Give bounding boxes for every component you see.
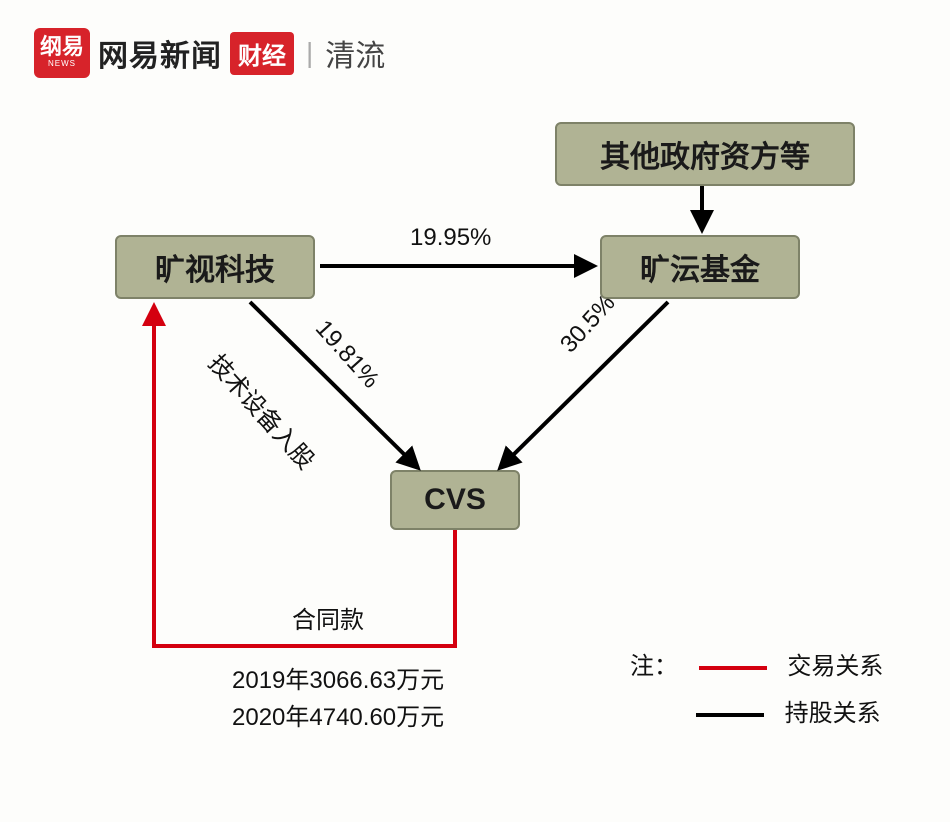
logo-badge-1-text: 纲易	[40, 34, 84, 59]
logo-column: 清流	[325, 31, 385, 75]
legend-swatch-transaction	[699, 666, 767, 670]
annotation-line: 2019年3066.63万元	[232, 662, 444, 699]
legend-title: 注：	[630, 653, 678, 680]
legend-label: 交易关系	[787, 653, 883, 680]
legend-row-2: 持股关系	[630, 693, 883, 728]
node-label: 其他政府资方等	[600, 132, 810, 176]
annotation-line: 2020年4740.60万元	[232, 699, 444, 736]
node-label: CVS	[424, 483, 486, 517]
edge-label-kuangshi_to_cvs: 19.81%	[309, 315, 384, 394]
edge-sublabel-kuangshi_to_cvs: 技术设备入股	[202, 345, 324, 475]
source-logo: 纲易 NEWS 网易新闻 财经 | 清流	[34, 28, 385, 78]
node-cvs: CVS	[390, 470, 520, 530]
logo-badge-2: 财经	[230, 32, 294, 75]
node-label: 旷沄基金	[640, 245, 760, 289]
node-kuangyun-fund: 旷沄基金	[600, 235, 800, 299]
logo-badge-1-sub: NEWS	[40, 60, 84, 68]
node-kuangshi-keji: 旷视科技	[115, 235, 315, 299]
logo-divider: |	[306, 37, 313, 69]
edge-annotation-cvs_to_kuangshi: 2019年3066.63万元2020年4740.60万元	[232, 662, 444, 736]
legend-label: 持股关系	[785, 700, 881, 727]
logo-badge-1: 纲易 NEWS	[34, 28, 90, 78]
node-other-gov-investors: 其他政府资方等	[555, 122, 855, 186]
edge-label-fund_to_cvs: 30.5%	[555, 289, 621, 358]
legend: 注： 交易关系 持股关系	[630, 646, 883, 728]
edge-label-cvs_to_kuangshi: 合同款	[292, 600, 364, 635]
logo-brand: 网易新闻	[98, 31, 222, 75]
node-label: 旷视科技	[155, 245, 275, 289]
legend-row-1: 注： 交易关系	[630, 646, 883, 681]
legend-swatch-shareholding	[696, 713, 764, 717]
edge-label-kuangshi_to_fund: 19.95%	[410, 224, 491, 252]
